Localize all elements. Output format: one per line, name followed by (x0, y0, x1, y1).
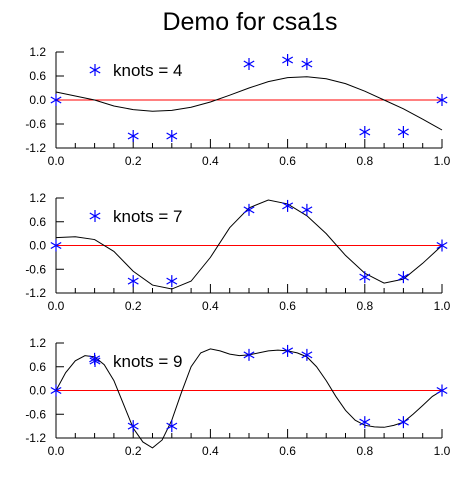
y-tick-label: 1.2 (29, 191, 46, 205)
data-point-marker (359, 416, 371, 429)
x-tick-label: 0.0 (48, 154, 65, 168)
data-point-marker (127, 420, 139, 433)
y-tick-label: 0.0 (29, 93, 46, 107)
y-tick-label: -0.6 (25, 117, 46, 131)
chart-panels: 0.0 0.2 0.4 0.6 0.8 1.0 -1.2 -0.6 0.0 0.6 1.2 knots… (25, 45, 450, 458)
data-point-marker (397, 271, 409, 284)
data-point-marker (243, 58, 255, 70)
y-tick-label: -1.2 (25, 286, 46, 300)
legend-label: knots = 4 (113, 61, 182, 80)
data-point-marker (436, 94, 448, 106)
x-tick-label: 0.4 (202, 444, 219, 458)
chart-title: Demo for csa1s (162, 8, 337, 36)
legend-marker (89, 355, 101, 367)
y-tick-label: -1.2 (25, 141, 46, 155)
data-point-marker (397, 416, 409, 429)
x-tick-label: 1.0 (434, 154, 451, 168)
x-tick-label: 1.0 (434, 444, 451, 458)
y-tick-label: 1.2 (29, 336, 46, 350)
x-tick-label: 0.4 (202, 299, 219, 313)
data-point-marker (436, 384, 448, 397)
legend-label: knots = 9 (113, 352, 182, 371)
chart-panel: 0.0 0.2 0.4 0.6 0.8 1.0 -1.2 -0.6 0.0 0.6 1.2 knots… (25, 45, 450, 168)
data-point-marker (397, 126, 409, 138)
data-point-marker (359, 271, 371, 284)
data-point-marker (50, 384, 62, 397)
data-point-marker (243, 203, 255, 216)
y-tick-label: -1.2 (25, 431, 46, 445)
x-tick-label: 0.6 (279, 444, 296, 458)
data-point-marker (127, 275, 139, 288)
y-tick-label: 0.0 (29, 239, 46, 253)
x-tick-label: 0.2 (125, 444, 142, 458)
data-point-marker (50, 239, 62, 252)
data-point-marker (301, 203, 313, 216)
y-tick-label: 0.6 (29, 215, 46, 229)
x-tick-label: 0.2 (125, 299, 142, 313)
data-point-marker (166, 420, 178, 433)
y-tick-label: -0.6 (25, 262, 46, 276)
data-point-marker (243, 348, 255, 361)
y-tick-label: 0.0 (29, 384, 46, 398)
x-tick-label: 0.6 (279, 299, 296, 313)
data-point-marker (166, 275, 178, 288)
legend-marker (89, 64, 101, 76)
chart-panel: 0.0 0.2 0.4 0.6 0.8 1.0 -1.2 -0.6 0.0 0.6 1.2 knots… (25, 336, 450, 458)
x-tick-label: 0.0 (48, 299, 65, 313)
data-point-marker (436, 239, 448, 252)
legend-label: knots = 7 (113, 207, 182, 226)
data-point-marker (359, 126, 371, 138)
data-point-marker (282, 344, 294, 357)
fit-curve (55, 76, 443, 131)
data-point-marker (127, 130, 139, 142)
x-tick-label: 0.8 (356, 299, 373, 313)
y-tick-label: -0.6 (25, 407, 46, 421)
x-tick-label: 0.8 (356, 154, 373, 168)
legend-marker (89, 210, 101, 222)
y-tick-label: 0.6 (29, 360, 46, 374)
y-tick-label: 1.2 (29, 45, 46, 59)
data-point-marker (282, 54, 294, 66)
data-point-marker (301, 348, 313, 361)
chart-panel: 0.0 0.2 0.4 0.6 0.8 1.0 -1.2 -0.6 0.0 0.6 1.2 knots… (25, 191, 450, 313)
data-point-marker (282, 199, 294, 212)
x-tick-label: 0.6 (279, 154, 296, 168)
x-tick-label: 0.0 (48, 444, 65, 458)
x-tick-label: 0.8 (356, 444, 373, 458)
y-tick-label: 0.6 (29, 69, 46, 83)
data-point-marker (50, 94, 62, 106)
data-point-marker (166, 130, 178, 142)
x-tick-label: 0.2 (125, 154, 142, 168)
data-point-marker (301, 58, 313, 70)
x-tick-label: 1.0 (434, 299, 451, 313)
x-tick-label: 0.4 (202, 154, 219, 168)
